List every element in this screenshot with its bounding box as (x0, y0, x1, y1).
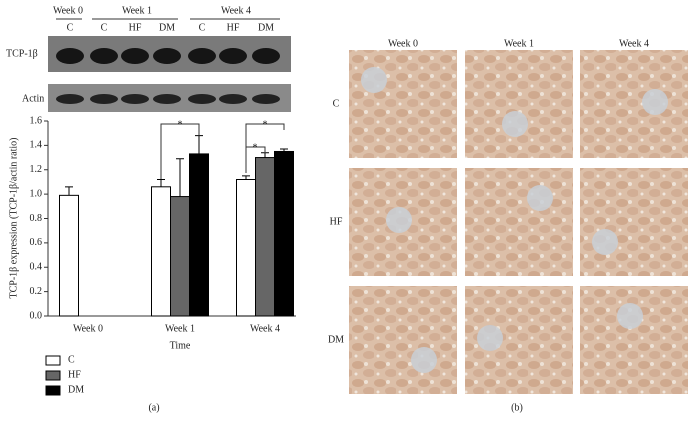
histology-image (580, 50, 688, 158)
lane-label: HF (227, 22, 240, 33)
bracket (245, 146, 266, 162)
y-tick-label: 0.6 (30, 237, 43, 248)
row-label: HF (330, 216, 343, 227)
significance-star: * (263, 119, 268, 130)
bar (255, 157, 275, 317)
histology-image (465, 50, 573, 158)
lane-label: DM (258, 22, 274, 33)
blot-band (153, 94, 181, 104)
y-tick-label: 1.2 (30, 164, 43, 175)
x-tick-label: Week 4 (250, 323, 280, 334)
glomerulus (361, 67, 387, 93)
panel-label: (b) (511, 402, 523, 413)
bar (151, 186, 171, 317)
error-bar (65, 186, 73, 196)
histology-image (349, 286, 457, 394)
blot-band (252, 48, 280, 64)
x-tick-label: Week 0 (73, 323, 103, 334)
blot-band (90, 94, 118, 104)
y-tick-label: 1.4 (30, 140, 43, 151)
blot-band (219, 48, 247, 64)
glomerulus (386, 207, 412, 233)
blot-band (56, 94, 84, 104)
error-bar (157, 179, 165, 187)
glomerulus (527, 185, 553, 211)
glomerulus (592, 229, 618, 255)
bar (189, 153, 209, 317)
error-bar (195, 135, 203, 154)
blot-band (219, 94, 247, 104)
glomerulus (642, 89, 668, 115)
y-tick-label: 0.4 (30, 262, 43, 273)
blot-band (252, 94, 280, 104)
panel-label: (a) (148, 402, 159, 413)
error-bar (242, 175, 250, 180)
blot-row-label: Actin (22, 93, 44, 104)
legend-label: C (68, 354, 75, 365)
histology-image (580, 168, 688, 276)
significance-star: * (178, 119, 183, 130)
column-label: Week 4 (619, 38, 649, 49)
blot-band (153, 48, 181, 64)
x-tick-label: Week 1 (165, 323, 195, 334)
lane-label: C (199, 22, 206, 33)
error-bar (176, 158, 184, 197)
legend-swatch (45, 370, 61, 381)
glomerulus (411, 347, 437, 373)
y-tick-label: 0.8 (30, 213, 43, 224)
y-tick-label: 1.6 (30, 115, 43, 126)
column-label: Week 1 (504, 38, 534, 49)
x-axis-label: Time (170, 340, 191, 351)
glomerulus (477, 325, 503, 351)
histology-image (465, 168, 573, 276)
blot-band (188, 94, 216, 104)
significance-brackets (160, 123, 285, 180)
significance-star: * (253, 142, 258, 153)
glomerulus (502, 111, 528, 137)
legend-label: HF (68, 369, 81, 380)
blot-group-label: Week 1 (122, 5, 152, 16)
blot-band (121, 94, 149, 104)
blot-group-label: Week 0 (53, 5, 83, 16)
y-tick-label: 0.2 (30, 286, 43, 297)
lane-label: C (101, 22, 108, 33)
legend-swatch (45, 355, 61, 366)
legend-swatch (45, 385, 61, 396)
bar (170, 196, 190, 317)
blot-row-label: TCP-1β (6, 48, 38, 59)
bar (236, 179, 256, 317)
lane-label: DM (159, 22, 175, 33)
blot-group-label: Week 4 (221, 5, 251, 16)
error-bar (280, 148, 288, 152)
blot-band (121, 48, 149, 64)
histology-image (580, 286, 688, 394)
glomerulus (617, 303, 643, 329)
y-tick-label: 1.0 (30, 188, 43, 199)
row-label: C (333, 98, 340, 109)
blot-band (56, 48, 84, 64)
bar (59, 194, 79, 317)
blot-band (90, 48, 118, 64)
western-blot: TCP-1β Actin Week 0 Week 1 Week 4 (6, 5, 291, 112)
y-axis-label: TCP-1β expression (TCP-1β/actin ratio) (8, 138, 19, 299)
error-bar (261, 152, 269, 158)
column-label: Week 0 (388, 38, 418, 49)
y-tick-label: 0.0 (30, 310, 43, 321)
blot-band (188, 48, 216, 64)
histology-image (349, 50, 457, 158)
lane-label: C (67, 22, 74, 33)
lane-label: HF (129, 22, 142, 33)
bar (274, 150, 294, 317)
bracket (160, 123, 200, 180)
legend-label: DM (68, 384, 84, 395)
row-label: DM (328, 334, 344, 345)
